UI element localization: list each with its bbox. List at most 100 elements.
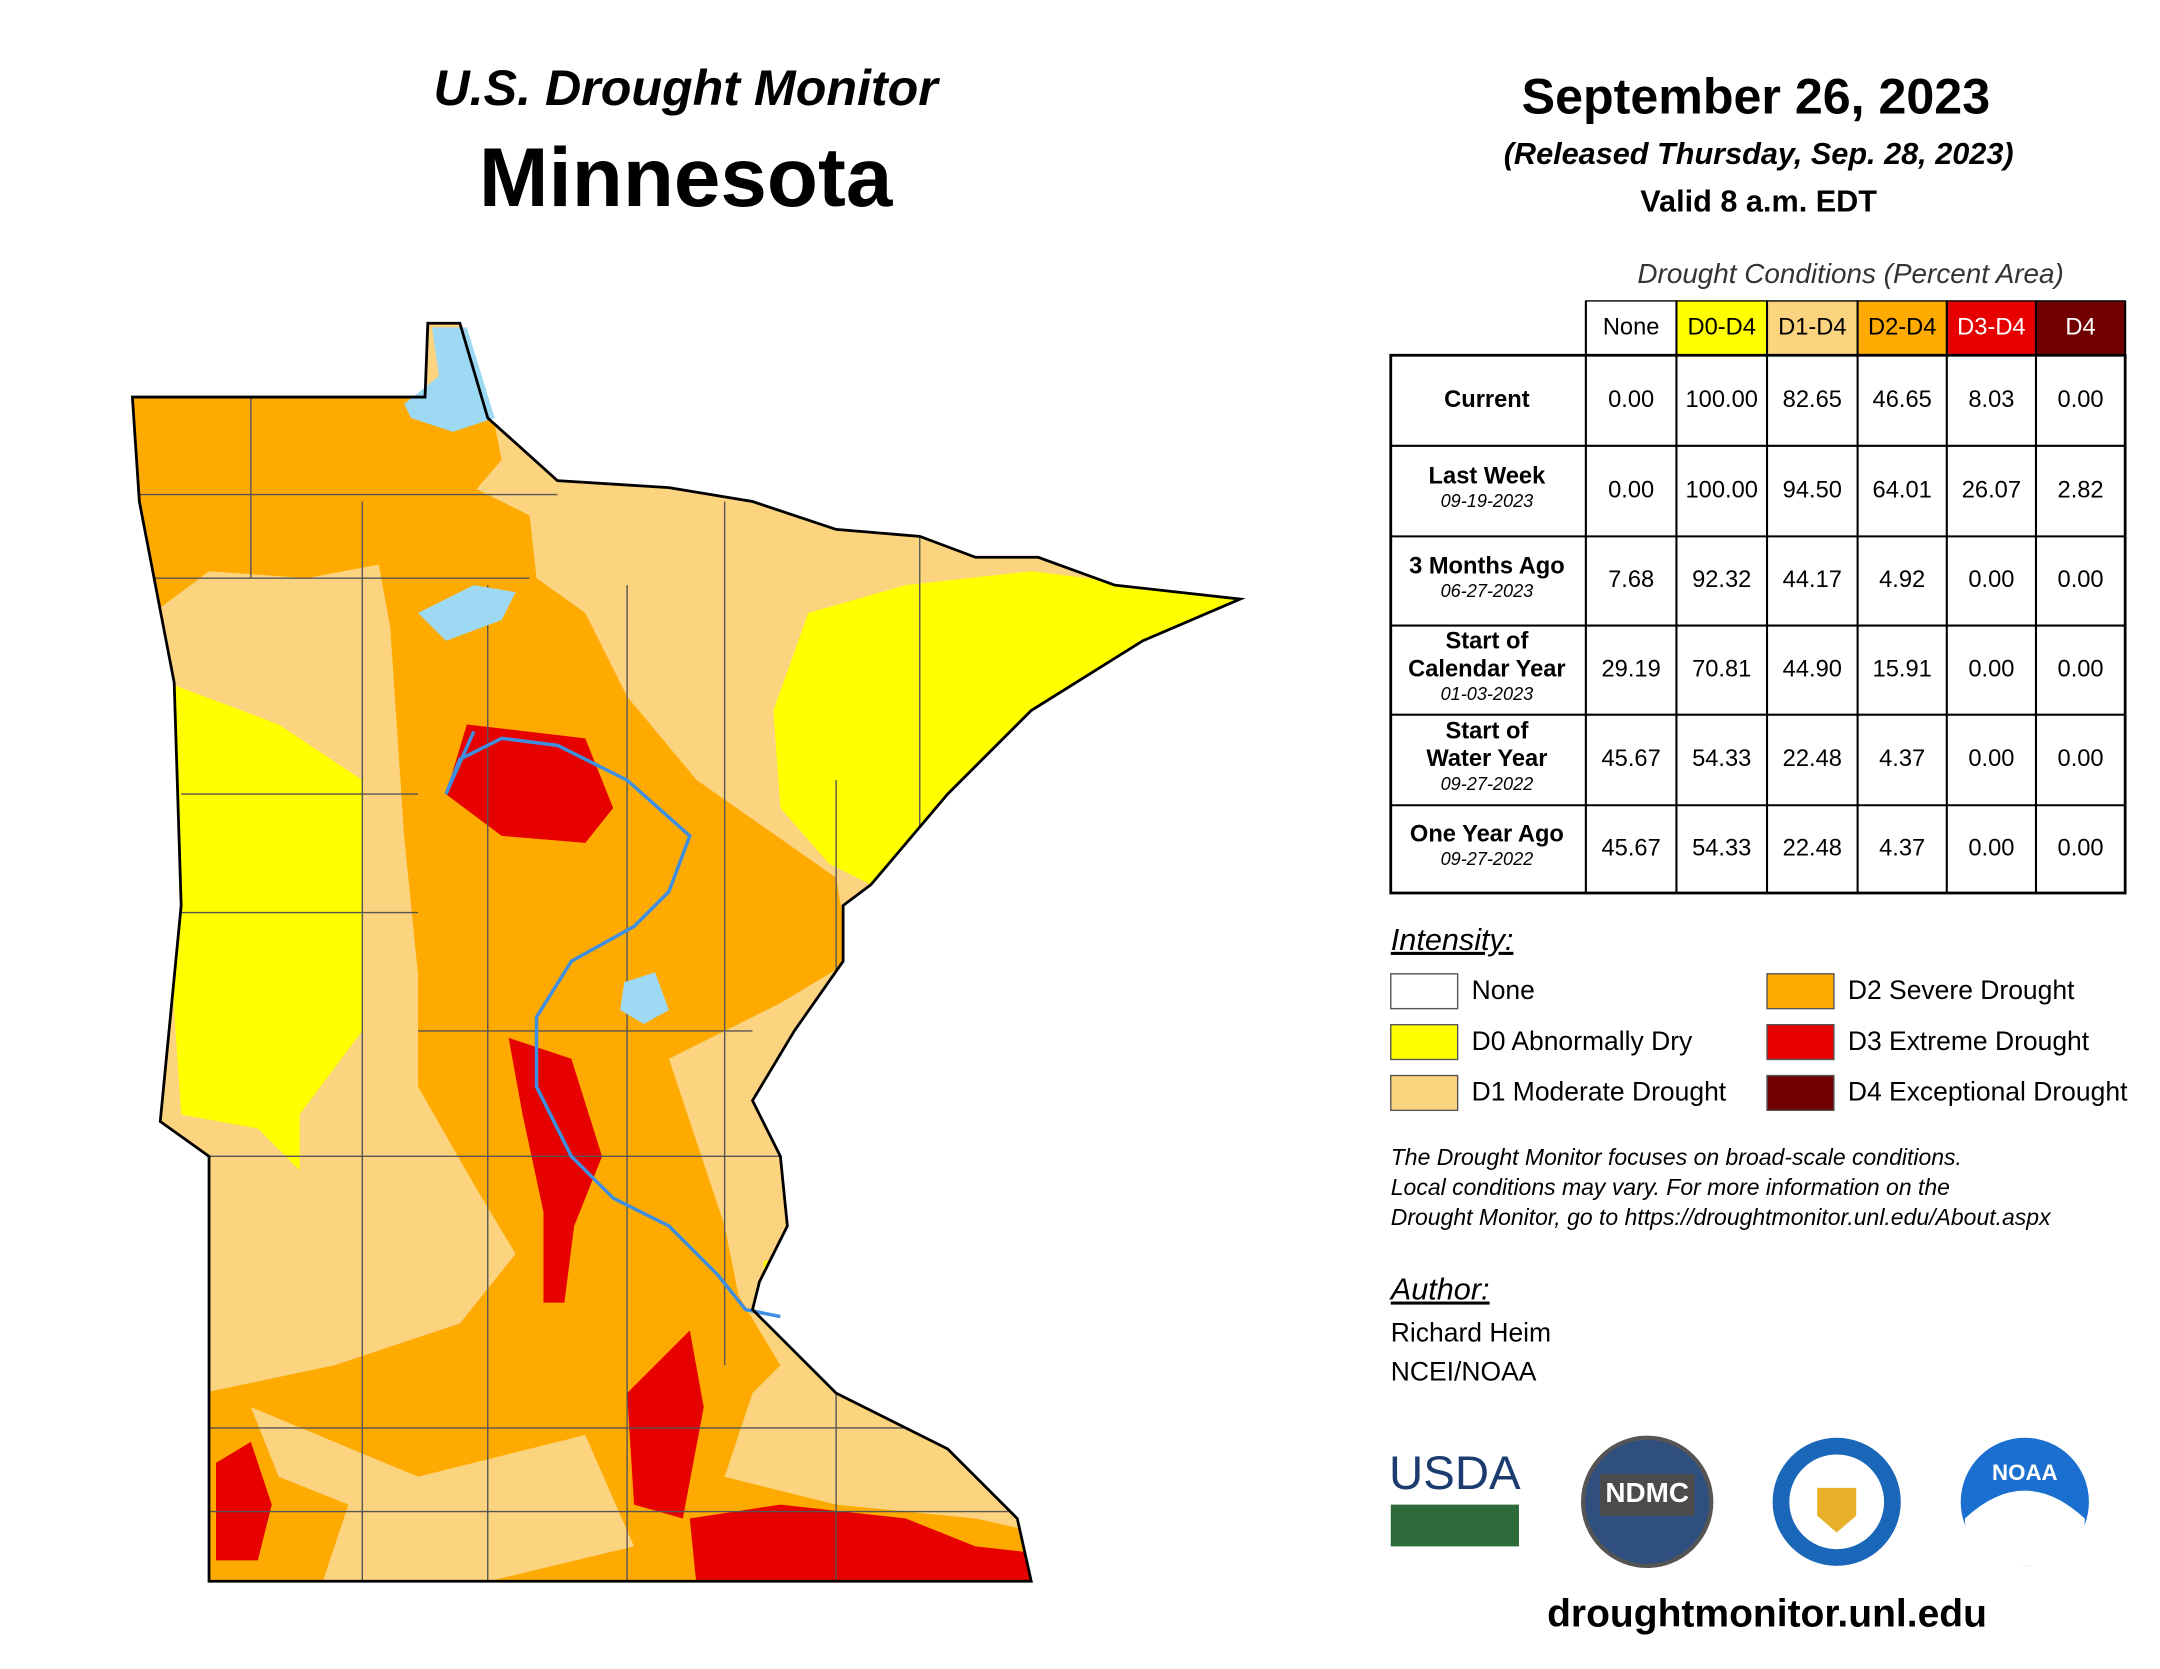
lake bbox=[620, 972, 669, 1024]
cell-value: 0.00 bbox=[2058, 656, 2104, 682]
cell-value: 54.33 bbox=[1692, 746, 1751, 772]
cell-value: 46.65 bbox=[1873, 387, 1932, 413]
cell-value: 44.17 bbox=[1783, 567, 1842, 593]
legend-label: D3 Extreme Drought bbox=[1848, 1026, 2090, 1056]
usda-band bbox=[1390, 1504, 1519, 1547]
column-header: None bbox=[1603, 314, 1660, 340]
author-line: Richard Heim bbox=[1391, 1318, 1551, 1348]
legend-label: D1 Moderate Drought bbox=[1472, 1077, 1727, 1107]
column-header: D3-D4 bbox=[1957, 314, 2025, 340]
legend-title: Intensity: bbox=[1391, 923, 1514, 957]
map bbox=[130, 321, 1246, 1583]
table-caption: Drought Conditions (Percent Area) bbox=[1637, 258, 2063, 289]
legend-label: None bbox=[1472, 975, 1535, 1005]
lake bbox=[418, 585, 516, 641]
cell-value: 0.00 bbox=[1968, 567, 2014, 593]
author-line: NCEI/NOAA bbox=[1391, 1357, 1537, 1387]
logo-text: USDA bbox=[1389, 1447, 1521, 1500]
cell-value: 2.82 bbox=[2058, 477, 2104, 503]
row-label: Calendar Year bbox=[1408, 656, 1566, 682]
cell-value: 8.03 bbox=[1968, 387, 2014, 413]
state-border bbox=[130, 321, 1246, 1583]
released: (Released Thursday, Sep. 28, 2023) bbox=[1504, 137, 2014, 171]
cell-value: 0.00 bbox=[1968, 746, 2014, 772]
ndmc-band bbox=[1599, 1473, 1695, 1516]
cell-value: 45.67 bbox=[1602, 835, 1661, 861]
column-header-cell bbox=[1856, 300, 1948, 356]
row-label: Start of bbox=[1445, 628, 1528, 654]
cell-value: 7.68 bbox=[1608, 567, 1654, 593]
cell-value: 44.90 bbox=[1783, 656, 1842, 682]
legend-swatch bbox=[1766, 1023, 1835, 1061]
legend-swatch bbox=[1390, 973, 1459, 1010]
cell-value: 82.65 bbox=[1783, 387, 1842, 413]
row-label: Current bbox=[1444, 387, 1530, 413]
cell-value: 0.00 bbox=[1968, 656, 2014, 682]
lake bbox=[404, 327, 495, 432]
row-date: 09-19-2023 bbox=[1441, 491, 1534, 511]
legend-label: D4 Exceptional Drought bbox=[1848, 1077, 2128, 1107]
disclaimer: Drought Monitor, go to https://droughtmo… bbox=[1391, 1204, 2052, 1230]
column-header-cell bbox=[1946, 300, 2037, 356]
row-label: Last Week bbox=[1429, 463, 1547, 489]
disclaimer: The Drought Monitor focuses on broad-sca… bbox=[1391, 1144, 1962, 1170]
cell-value: 0.00 bbox=[2058, 387, 2104, 413]
d1-region bbox=[738, 1393, 1004, 1512]
cell-value: 100.00 bbox=[1686, 477, 1758, 503]
logo-text: NOAA bbox=[1992, 1460, 2058, 1485]
commerce-shield bbox=[1817, 1487, 1857, 1533]
legend-swatch bbox=[1766, 1074, 1835, 1112]
noaa-bird bbox=[1964, 1490, 2085, 1566]
legend-label: D0 Abnormally Dry bbox=[1472, 1026, 1693, 1056]
row-date: 01-03-2023 bbox=[1441, 684, 1534, 704]
row-label: Water Year bbox=[1426, 746, 1547, 772]
cell-value: 70.81 bbox=[1692, 656, 1751, 682]
legend-swatch bbox=[1766, 973, 1835, 1010]
legend-swatch bbox=[1390, 1023, 1459, 1061]
d1-region bbox=[250, 1407, 635, 1582]
county-lines bbox=[139, 397, 1032, 1582]
cell-value: 92.32 bbox=[1692, 567, 1751, 593]
cell-value: 54.33 bbox=[1692, 835, 1751, 861]
row-label: One Year Ago bbox=[1410, 821, 1564, 847]
logo-text: NDMC bbox=[1605, 1477, 1689, 1508]
cell-value: 22.48 bbox=[1783, 835, 1842, 861]
cell-value: 4.92 bbox=[1879, 567, 1925, 593]
cell-value: 29.19 bbox=[1602, 656, 1661, 682]
cell-value: 0.00 bbox=[2058, 746, 2104, 772]
title: U.S. Drought Monitor bbox=[433, 60, 940, 116]
disclaimer: Local conditions may vary. For more info… bbox=[1391, 1174, 1950, 1200]
d2-region bbox=[202, 459, 1039, 1582]
d3-region bbox=[689, 1504, 1039, 1582]
column-header: D1-D4 bbox=[1778, 314, 1846, 340]
cell-value: 94.50 bbox=[1783, 477, 1842, 503]
cell-value: 26.07 bbox=[1962, 477, 2021, 503]
valid: Valid 8 a.m. EDT bbox=[1640, 184, 1877, 218]
river bbox=[444, 730, 781, 1319]
cell-value: 0.00 bbox=[1608, 387, 1654, 413]
cell-value: 45.67 bbox=[1602, 746, 1661, 772]
date: September 26, 2023 bbox=[1522, 69, 1990, 125]
table-border bbox=[1389, 353, 2127, 895]
cell-value: 0.00 bbox=[2058, 835, 2104, 861]
d3-region bbox=[216, 1441, 272, 1561]
row-date: 09-27-2022 bbox=[1441, 774, 1534, 794]
row-label: 3 Months Ago bbox=[1409, 553, 1565, 579]
cell-value: 4.37 bbox=[1879, 835, 1925, 861]
row-date: 09-27-2022 bbox=[1441, 849, 1534, 869]
cell-value: 0.00 bbox=[2058, 567, 2104, 593]
author-title: Author: bbox=[1389, 1273, 1490, 1307]
cell-value: 0.00 bbox=[1608, 477, 1654, 503]
column-header: D0-D4 bbox=[1688, 314, 1756, 340]
column-header: D2-D4 bbox=[1868, 314, 1936, 340]
d3-region bbox=[508, 1037, 603, 1303]
row-date: 06-27-2023 bbox=[1441, 581, 1534, 601]
url: droughtmonitor.unl.edu bbox=[1547, 1592, 1987, 1635]
cell-value: 64.01 bbox=[1873, 477, 1932, 503]
cell-value: 100.00 bbox=[1686, 387, 1758, 413]
d0-region bbox=[153, 682, 363, 1171]
legend-swatch bbox=[1390, 1074, 1459, 1112]
legend-label: D2 Severe Drought bbox=[1848, 975, 2075, 1005]
cell-value: 0.00 bbox=[1968, 835, 2014, 861]
